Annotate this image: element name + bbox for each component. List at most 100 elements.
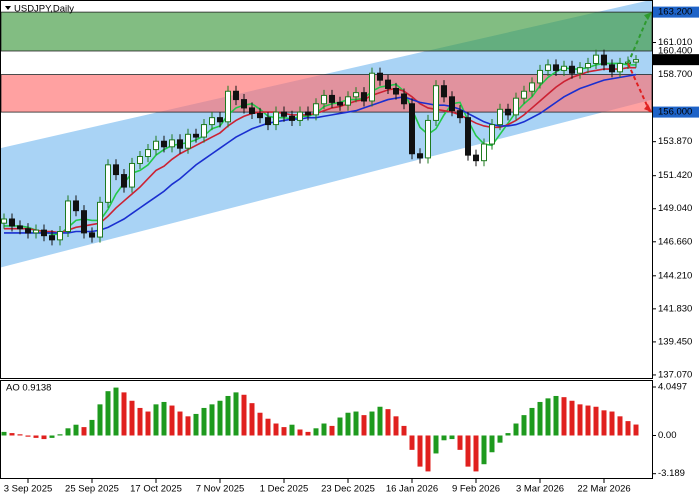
ao-bar <box>273 423 279 436</box>
candle-body <box>537 69 543 84</box>
ao-bar <box>425 435 431 472</box>
ao-bar <box>329 425 335 436</box>
candle-body <box>369 72 375 102</box>
ao-bar <box>401 425 407 436</box>
x-tick-label: 1 Dec 2025 <box>260 484 309 495</box>
ao-bar <box>337 417 343 436</box>
ao-y-tick-label: 0.00 <box>658 430 677 441</box>
price-zone <box>0 11 653 52</box>
candle-body <box>49 235 55 241</box>
candle-body <box>401 93 407 105</box>
candle-body <box>305 111 311 116</box>
ao-bar <box>377 406 383 436</box>
candle-body <box>177 139 183 149</box>
ao-bar <box>217 400 223 436</box>
price-label-box <box>653 106 699 118</box>
y-tick-label: 137.070 <box>658 369 692 380</box>
ao-bar <box>569 400 575 436</box>
ao-bar <box>505 433 511 436</box>
ao-bar <box>433 435 439 454</box>
ao-bar <box>201 407 207 436</box>
ao-bar <box>25 435 31 437</box>
candle-body <box>257 112 263 119</box>
x-tick-label: 16 Jan 2026 <box>386 484 438 495</box>
candle-body <box>321 94 327 105</box>
candle-body <box>345 96 351 106</box>
ao-bar <box>417 435 423 467</box>
candle-body <box>609 64 615 73</box>
ao-bar <box>281 427 287 436</box>
candle-body <box>449 96 455 112</box>
ao-bar <box>593 406 599 436</box>
price-label: 160.400 <box>658 46 692 57</box>
price-label-box <box>653 54 699 66</box>
candle-body <box>129 162 135 188</box>
ao-bar <box>209 404 215 436</box>
ao-bar <box>577 404 583 436</box>
ao-bar <box>265 418 271 436</box>
ao-frame <box>0 380 653 479</box>
candle-body <box>57 231 63 241</box>
ao-bar <box>33 435 39 438</box>
forecast-arrow <box>627 11 651 64</box>
ao-bar <box>321 423 327 436</box>
x-tick-label: 25 Sep 2025 <box>65 484 119 495</box>
candle-body <box>481 143 487 162</box>
candle-body <box>185 133 191 149</box>
ao-bar <box>257 412 263 436</box>
candle-body <box>17 225 23 230</box>
price-label: 163.200 <box>658 7 692 18</box>
y-tick-label: 146.660 <box>658 236 692 247</box>
ao-bar <box>481 435 487 465</box>
candle-body <box>393 87 399 95</box>
ao-panel <box>1 387 639 472</box>
ao-bar <box>609 411 615 436</box>
ao-bar <box>65 428 71 436</box>
candle-body <box>145 149 151 158</box>
ao-bar <box>297 429 303 436</box>
menu-arrow[interactable] <box>5 6 11 10</box>
price-panel <box>0 0 653 268</box>
ao-bar <box>129 400 135 436</box>
forecast-arrow <box>627 63 651 113</box>
ao-bar <box>89 419 95 436</box>
ao-bar <box>57 434 63 436</box>
price-frame <box>0 0 653 379</box>
candle-body <box>409 103 415 155</box>
moving-average <box>4 62 636 236</box>
candle-body <box>73 200 79 212</box>
candle-body <box>585 62 591 69</box>
ao-bar <box>449 435 455 440</box>
ao-bar <box>537 401 543 436</box>
candle-body <box>89 232 95 238</box>
candle-body <box>473 154 479 162</box>
candle-body <box>425 119 431 159</box>
y-tick-label: 151.420 <box>658 170 692 181</box>
ao-bar <box>465 435 471 467</box>
candle-body <box>577 67 583 74</box>
ao-bar <box>233 392 239 436</box>
candle-body <box>633 59 639 63</box>
ao-bar <box>9 433 15 436</box>
ao-bar <box>161 401 167 436</box>
candle-body <box>97 201 103 238</box>
ao-bar <box>145 411 151 436</box>
ao-bar <box>73 424 79 436</box>
candle-body <box>521 90 527 99</box>
ao-bar <box>97 404 103 436</box>
candle-body <box>193 133 199 138</box>
y-tick-label: 141.830 <box>658 303 692 314</box>
price-label-box <box>653 69 699 81</box>
ao-bar <box>249 403 255 436</box>
x-tick-label: 9 Feb 2026 <box>452 484 500 495</box>
ao-bar <box>81 427 87 436</box>
candle-body <box>1 218 7 224</box>
candle-body <box>497 108 503 126</box>
candle-body <box>209 117 215 126</box>
x-tick-label: 17 Oct 2025 <box>130 484 182 495</box>
ao-bar <box>353 411 359 436</box>
price-label-box <box>653 45 699 57</box>
candle-body <box>241 99 247 109</box>
ao-bar <box>121 392 127 436</box>
candle-body <box>329 94 335 103</box>
